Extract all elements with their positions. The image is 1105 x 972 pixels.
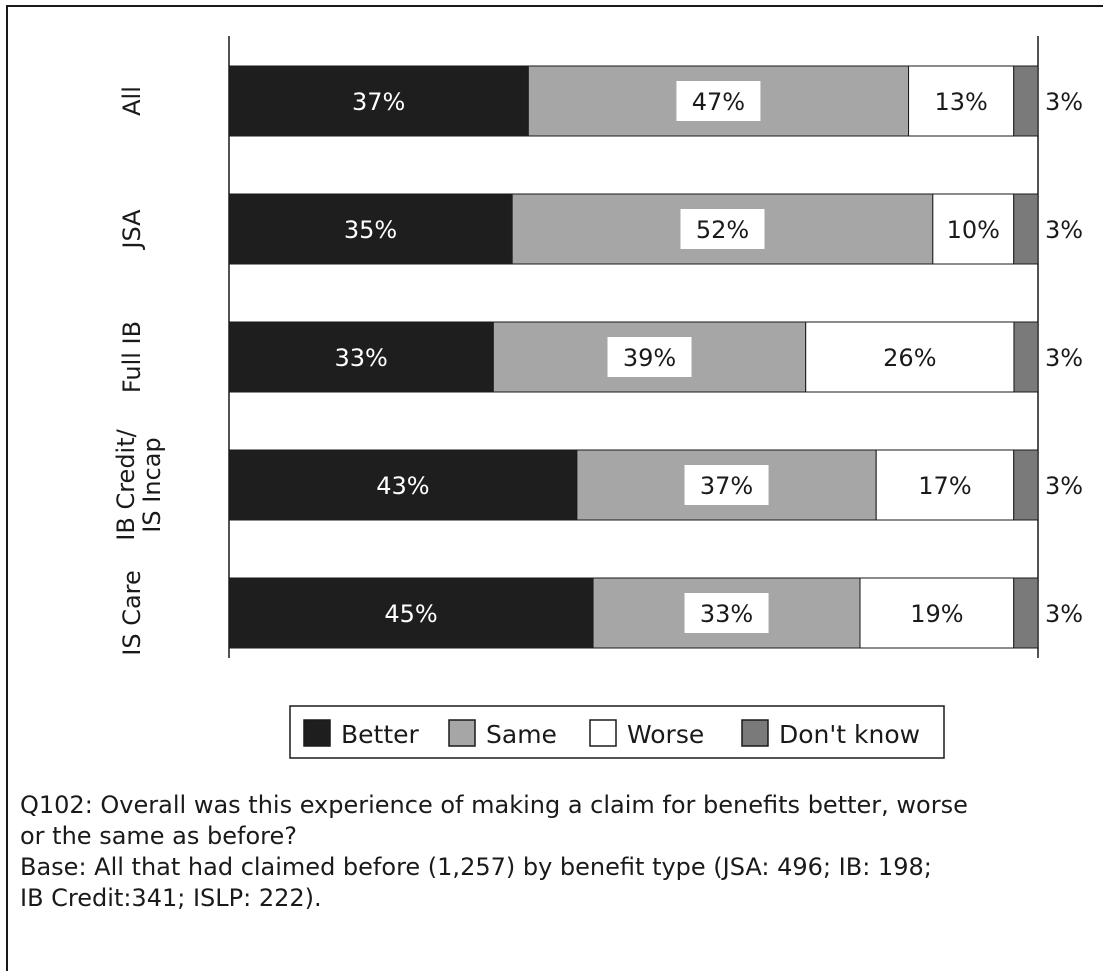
- base-text-line-2: IB Credit:341; ISLP: 222).: [20, 884, 322, 912]
- category-label-text: Full IB: [118, 321, 146, 393]
- category-label-all: All: [118, 86, 146, 116]
- bar-don-t-know-is-care: [1013, 577, 1039, 649]
- data-label-same-is-care: 33%: [700, 600, 753, 628]
- data-label-same-ib-credit-is-incap: 37%: [700, 472, 753, 500]
- data-label-don-t-know-is-care: 3%: [1045, 600, 1083, 628]
- data-label-better-all: 37%: [352, 88, 405, 116]
- legend-label-better: Better: [341, 720, 420, 749]
- category-label-jsa: JSA: [118, 209, 146, 251]
- bar-don-t-know-ib-credit-is-incap: [1013, 449, 1039, 521]
- category-label-line-2: IS Incap: [138, 437, 166, 532]
- data-label-don-t-know-jsa: 3%: [1045, 216, 1083, 244]
- chart-frame: [6, 5, 1103, 971]
- data-label-same-all: 47%: [692, 88, 745, 116]
- category-label-full-ib: Full IB: [118, 321, 146, 393]
- category-label-text: JSA: [118, 209, 146, 251]
- data-label-better-jsa: 35%: [344, 216, 397, 244]
- legend-swatch-better: [303, 719, 331, 747]
- label-box-all: [676, 81, 761, 121]
- bar-better-all: [228, 65, 529, 137]
- data-label-worse-jsa: 10%: [947, 216, 1000, 244]
- legend-label-don-t-know: Don't know: [779, 720, 920, 749]
- bar-don-t-know-all: [1013, 65, 1039, 137]
- bar-worse-all: [908, 65, 1015, 137]
- data-label-same-full-ib: 39%: [623, 344, 676, 372]
- legend-swatch-same: [448, 719, 476, 747]
- label-box-is-care: [684, 593, 769, 633]
- data-label-worse-all: 13%: [934, 88, 987, 116]
- data-label-worse-full-ib: 26%: [883, 344, 936, 372]
- category-label-is-care: IS Care: [118, 570, 146, 656]
- data-label-better-ib-credit-is-incap: 43%: [376, 472, 429, 500]
- category-label-text: All: [118, 86, 146, 116]
- category-label-line-1: IB Credit/: [112, 428, 140, 540]
- data-label-don-t-know-ib-credit-is-incap: 3%: [1045, 472, 1083, 500]
- stacked-bar-chart: 37% 47% 13% 3% All 35% 52% 10% 3% JSA 33% 39% 26% 3% F…: [112, 36, 1083, 759]
- data-label-better-is-care: 45%: [384, 600, 437, 628]
- bar-don-t-know-jsa: [1013, 193, 1039, 265]
- legend-label-worse: Worse: [627, 720, 704, 749]
- bar-worse-is-care: [859, 577, 1015, 649]
- bar-worse-full-ib: [805, 321, 1015, 393]
- legend-box: [289, 705, 945, 759]
- bar-worse-ib-credit-is-incap: [875, 449, 1015, 521]
- bar-don-t-know-full-ib: [1013, 321, 1039, 393]
- data-label-worse-ib-credit-is-incap: 17%: [918, 472, 971, 500]
- label-box-ib-credit-is-incap: [684, 465, 769, 505]
- legend-label-same: Same: [486, 720, 557, 749]
- label-box-full-ib: [607, 337, 692, 377]
- data-label-better-full-ib: 33%: [334, 344, 387, 372]
- category-label-ib-credit-is-incap: IB Credit/IS Incap: [112, 428, 166, 540]
- legend-swatch-worse: [589, 719, 617, 747]
- question-text-line-2: or the same as before?: [20, 822, 297, 850]
- data-label-don-t-know-all: 3%: [1045, 88, 1083, 116]
- legend: Better Same Worse Don't know: [289, 705, 945, 759]
- data-label-worse-is-care: 19%: [910, 600, 963, 628]
- data-label-don-t-know-full-ib: 3%: [1045, 344, 1083, 372]
- label-box-jsa: [680, 209, 765, 249]
- bar-better-jsa: [228, 193, 513, 265]
- legend-swatch-don-t-know: [741, 719, 769, 747]
- bar-better-full-ib: [228, 321, 494, 393]
- bar-worse-jsa: [932, 193, 1015, 265]
- question-text-line-1: Q102: Overall was this experience of mak…: [20, 791, 968, 819]
- base-text-line-1: Base: All that had claimed before (1,257…: [20, 853, 932, 881]
- data-label-same-jsa: 52%: [696, 216, 749, 244]
- category-label-text: IS Care: [118, 570, 146, 656]
- bar-better-ib-credit-is-incap: [228, 449, 578, 521]
